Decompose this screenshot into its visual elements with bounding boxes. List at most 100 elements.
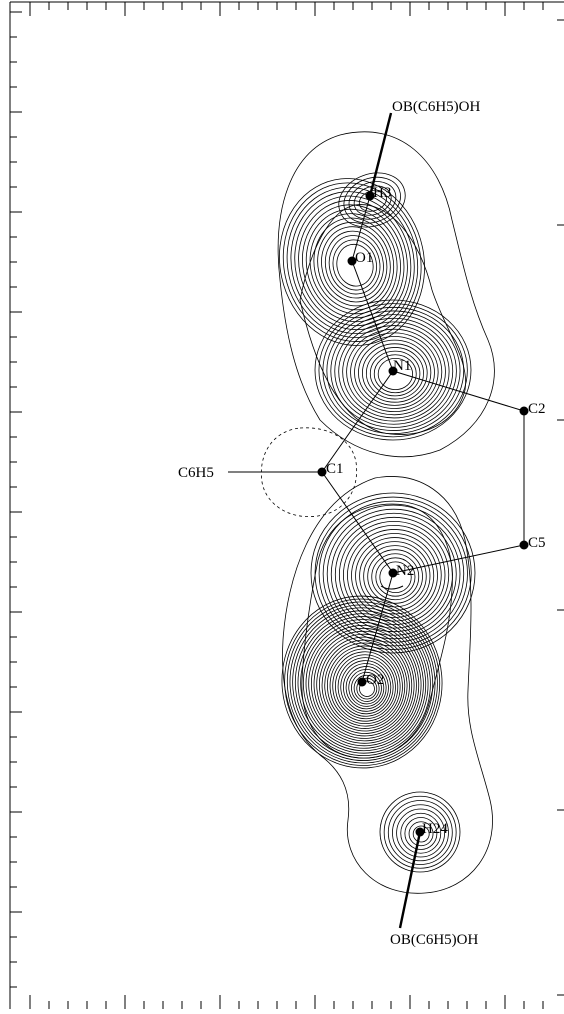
contour-o2: [332, 651, 399, 722]
contour-n2: [375, 557, 416, 597]
contour-n2: [343, 525, 446, 626]
contour-n1: [369, 350, 421, 397]
contour-o2: [300, 616, 427, 752]
bond-n2-o2: [361, 572, 394, 683]
hbond-bottom: [398, 831, 422, 929]
atom-h3: [365, 191, 375, 201]
atom-c1: [317, 467, 327, 477]
contour-o2: [284, 598, 441, 766]
contour-o2: [305, 622, 422, 747]
contour-h3: [358, 189, 387, 212]
contour-h3: [338, 172, 406, 228]
contour-n1: [326, 310, 461, 431]
label-c5: C5: [528, 535, 546, 551]
contour-n2: [355, 537, 435, 615]
contour-o2: [356, 677, 378, 700]
atom-c2: [519, 406, 529, 416]
bond-c1-n2: [321, 471, 394, 574]
contour-o2: [316, 633, 413, 737]
label-h24: H24: [422, 821, 448, 837]
contour-n2: [367, 549, 423, 604]
contour-o2: [345, 666, 387, 710]
bond-h3-o1: [351, 195, 371, 262]
atom-h24: [415, 827, 425, 837]
contour-o2: [286, 601, 438, 764]
contour-o2: [321, 639, 408, 732]
label-c1: C1: [326, 461, 344, 477]
contour-n1: [314, 299, 472, 441]
label-o2: O2: [366, 672, 384, 688]
atom-n1: [388, 366, 398, 376]
contour-neck-lower: [301, 503, 453, 759]
bond-n1-c2: [392, 370, 525, 412]
contour-h24: [400, 812, 442, 854]
contour-minor: [380, 585, 404, 590]
contour-outer-upper: [277, 131, 495, 458]
contour-o2: [340, 660, 392, 715]
contour-o2: [308, 624, 420, 744]
label-bottom-group: OB(C6H5)OH: [390, 932, 478, 948]
contour-n1: [338, 321, 450, 422]
contour-o2: [337, 657, 394, 717]
hbond-top: [368, 112, 393, 197]
contour-o2: [348, 669, 385, 707]
contour-o2: [302, 619, 424, 749]
contour-o2: [335, 654, 396, 720]
contour-o2: [297, 613, 429, 754]
contour-n1: [361, 343, 428, 403]
contour-n1: [358, 339, 432, 406]
contour-n1: [373, 354, 417, 394]
atom-o2: [357, 677, 367, 687]
contour-n2: [318, 500, 468, 647]
contour-o1: [324, 230, 384, 299]
contour-o2: [324, 642, 406, 729]
atom-nodes: [317, 191, 529, 837]
contour-n1: [365, 347, 424, 400]
axis-ticks: [10, 2, 564, 1009]
contour-o2: [281, 595, 443, 769]
contour-h24: [379, 791, 461, 873]
label-top-group: OB(C6H5)OH: [392, 99, 480, 115]
atom-o1: [347, 256, 357, 266]
contour-h3: [353, 185, 392, 216]
bond-o1-n1: [351, 260, 394, 372]
contour-o2: [289, 604, 436, 761]
label-o1: O1: [355, 250, 373, 266]
contour-h24: [412, 825, 430, 843]
contour-neck-upper: [299, 204, 467, 435]
contour-h3: [343, 176, 401, 224]
contour-h24: [396, 808, 446, 858]
contour-n2: [347, 529, 442, 622]
contour-o2: [318, 636, 410, 734]
contour-n1: [330, 314, 457, 428]
contour-h24: [404, 817, 438, 850]
contour-o2: [310, 627, 417, 742]
bond-n1-c1: [321, 370, 394, 473]
bond-lines: [228, 195, 525, 683]
contour-n2: [351, 533, 438, 618]
plot-frame: [9, 1, 564, 1009]
contour-o2: [313, 630, 415, 739]
hydrogen-bond-lines: [368, 112, 422, 929]
contour-o1: [332, 239, 377, 291]
label-h3: H3: [373, 185, 391, 201]
contour-o2: [294, 610, 431, 757]
contour-n2: [310, 492, 476, 654]
contour-n2: [338, 520, 450, 629]
contour-h24: [408, 821, 434, 847]
contour-o1: [328, 235, 381, 295]
contour-n2: [379, 561, 412, 594]
negative-contour: [260, 427, 358, 518]
contour-n1: [350, 332, 439, 413]
contour-h24: [383, 795, 457, 869]
contour-n1: [342, 325, 446, 419]
contour-h24: [392, 804, 449, 862]
contour-n1: [354, 336, 435, 409]
contour-n2: [371, 553, 420, 601]
contour-lines: [277, 131, 495, 894]
contour-o1: [336, 243, 374, 287]
label-n2: N2: [396, 563, 414, 579]
contour-h24: [387, 800, 453, 865]
